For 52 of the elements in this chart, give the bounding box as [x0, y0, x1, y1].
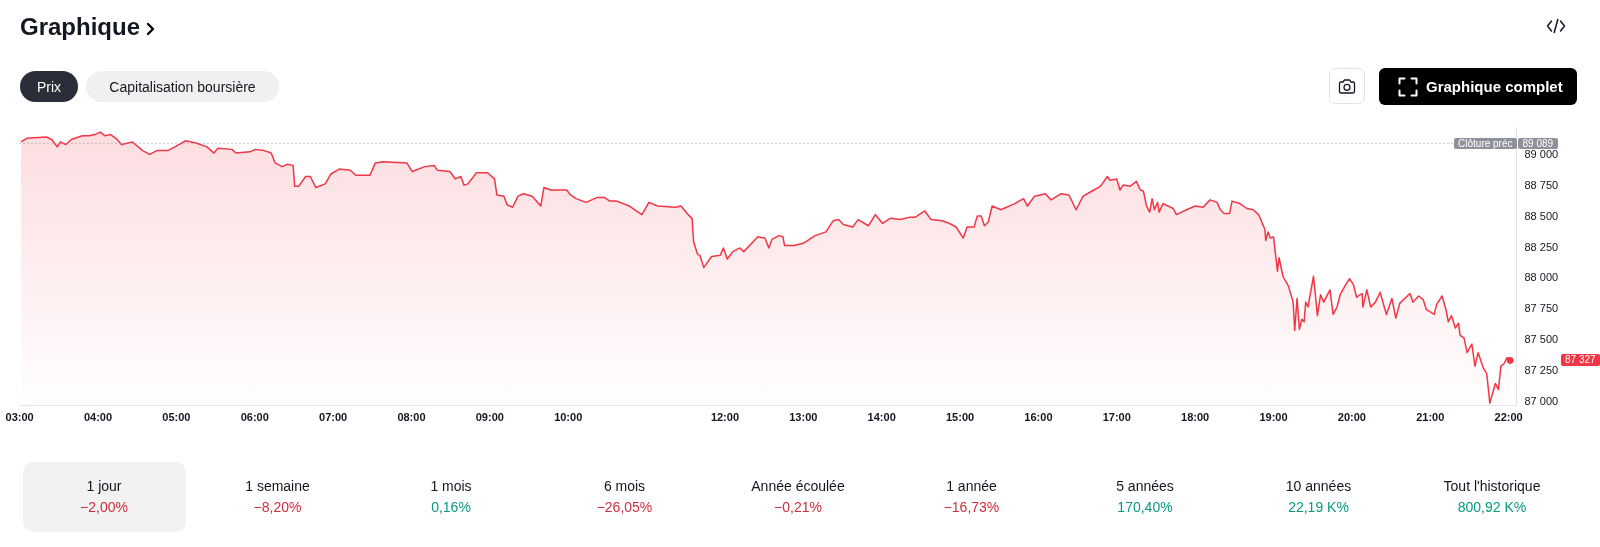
x-tick-label: 08:00 — [397, 411, 426, 424]
y-tick-label: 89 000 — [1524, 148, 1559, 161]
tab: Capitalisation boursière — [86, 71, 279, 102]
x-tick-label: 13:00 — [789, 411, 818, 424]
text: 6 mois — [603, 477, 646, 496]
x-tick-label: 15:00 — [945, 411, 975, 424]
x-tick-label: 05:00 — [162, 411, 191, 424]
x-tick-label: 16:00 — [1024, 411, 1053, 424]
x-tick-label: 21:00 — [1416, 411, 1445, 424]
y-tick-label: 87 500 — [1524, 332, 1559, 345]
text: 89 089 — [1522, 137, 1554, 149]
x-tick-label: 22:00 — [1494, 411, 1523, 424]
chart-title: Graphique — [20, 12, 141, 42]
y-tick-label: 88 750 — [1524, 179, 1559, 191]
full-chart-button: Graphique complet — [1379, 68, 1577, 105]
x-tick-label: 09:00 — [475, 411, 504, 424]
x-tick-label: 03:00 — [5, 411, 34, 424]
selected-period-box: 1 jour −2,00% — [22, 462, 186, 532]
text: 1 semaine — [245, 477, 310, 496]
text: 5 années — [1116, 477, 1174, 496]
text: 1 mois — [430, 477, 472, 496]
x-tick-label: 19:00 — [1259, 411, 1288, 424]
text: Année écoulée — [751, 477, 845, 496]
text: 87 327 — [1565, 354, 1596, 366]
text: −16,73% — [943, 498, 1000, 517]
y-tick-label: 87 000 — [1524, 394, 1559, 407]
x-tick-label: 07:00 — [319, 411, 348, 424]
text: 1 année — [946, 477, 997, 496]
x-tick-label: 17:00 — [1102, 411, 1131, 424]
y-tick-label: 87 750 — [1524, 302, 1559, 315]
y-tick-label: 88 000 — [1524, 271, 1559, 284]
x-tick-label: 04:00 — [83, 411, 113, 424]
x-tick-label: 12:00 — [710, 411, 740, 424]
y-tick-label: 88 500 — [1524, 209, 1559, 222]
x-tick-label: 20:00 — [1337, 411, 1366, 424]
ref-line-label: Clôture préc — [1458, 137, 1513, 149]
x-tick-label: 10:00 — [554, 411, 583, 424]
y-tick-label: 88 250 — [1524, 240, 1559, 253]
x-tick-label: 06:00 — [240, 411, 269, 424]
text: 170,40% — [1117, 498, 1173, 517]
y-tick-label: 87 250 — [1524, 363, 1559, 376]
text: −26,05% — [596, 498, 653, 517]
text: 800,92 K% — [1457, 498, 1527, 517]
text: −8,20% — [253, 498, 302, 517]
text: 10 années — [1285, 477, 1352, 496]
text: 22,19 K% — [1288, 498, 1349, 517]
text: −0,21% — [774, 498, 822, 517]
selected-tab: Prix — [20, 71, 78, 102]
x-tick-label: 18:00 — [1181, 411, 1210, 424]
text: Tout l'historique — [1443, 477, 1541, 496]
text: 0,16% — [431, 498, 471, 517]
x-tick-label: 14:00 — [867, 411, 896, 424]
